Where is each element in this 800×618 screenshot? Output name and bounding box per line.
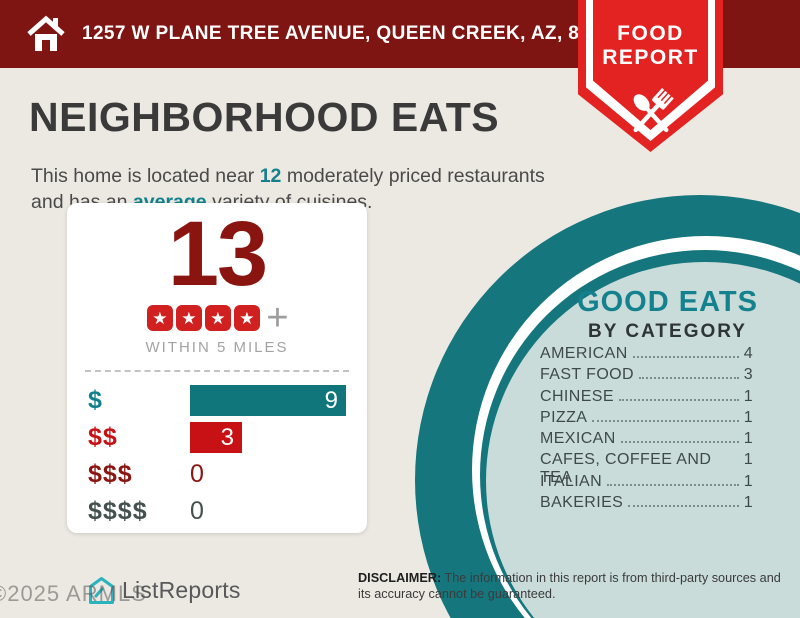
badge-title-line2: REPORT	[602, 46, 699, 69]
category-count: 4	[743, 345, 753, 362]
disclaimer-text: The information in this report is from t…	[358, 571, 781, 602]
category-count: 1	[743, 408, 753, 426]
category-row: AMERICAN 4	[540, 345, 753, 366]
dot-leader	[632, 356, 739, 358]
category-row: CAFES, COFFEE AND TEA 1	[540, 451, 753, 486]
price-bar: 9	[190, 385, 346, 416]
category-label: FAST FOOD	[540, 366, 634, 384]
category-label: MEXICAN	[540, 430, 616, 448]
disclaimer: DISCLAIMER: The information in this repo…	[358, 570, 786, 603]
price-level-chart: $9 $$ 3 $$$ 0 $$$$ 0	[67, 385, 367, 527]
category-label: CHINESE	[540, 387, 614, 405]
price-row: $$ 3	[88, 422, 353, 453]
dot-leader	[592, 419, 739, 422]
star-icon: ★	[204, 305, 231, 331]
armls-watermark: ©2025 ARMLS	[0, 581, 147, 606]
listreports-wordmark: ListReports	[122, 577, 241, 603]
category-label: PIZZA	[540, 408, 588, 426]
category-label: AMERICAN	[540, 345, 628, 362]
bar-area: 9	[190, 385, 346, 416]
category-row: MEXICAN 1	[540, 430, 753, 451]
price-level-label: $$	[88, 423, 118, 451]
category-count: 3	[743, 366, 753, 384]
category-list: AMERICAN 4 FAST FOOD 3 CHINESE 1 PIZZA 1 MEXICAN…	[540, 345, 753, 515]
good-eats-header: GOOD EATS BY CATEGORY	[545, 286, 790, 343]
rating-stars: ★ ★ ★ ★ +	[67, 297, 367, 339]
price-row: $$$$ 0	[88, 496, 353, 527]
disclaimer-label: DISCLAIMER:	[358, 571, 442, 585]
star-icon: ★	[233, 305, 260, 331]
badge-title-line1: FOOD	[617, 22, 684, 45]
price-row: $9	[88, 385, 353, 416]
category-row: ITALIAN 1	[540, 473, 753, 494]
listreports-logo: ListReports	[88, 576, 241, 605]
dot-leader	[618, 398, 739, 401]
category-count: 1	[743, 387, 753, 405]
good-eats-title: GOOD EATS	[577, 286, 758, 318]
home-icon	[27, 15, 65, 51]
total-restaurant-count: 13	[167, 203, 268, 305]
badge-title: FOOD REPORT	[578, 22, 723, 70]
plus-icon: +	[266, 297, 289, 339]
summary-card: 13 ★ ★ ★ ★ + WITHIN 5 MILES $9 $$ 3 $$$ 0 $$$$ 0	[67, 203, 367, 533]
card-divider	[85, 370, 349, 372]
dot-leader	[638, 377, 739, 380]
star-icon: ★	[175, 305, 202, 331]
price-row: $$$ 0	[88, 459, 353, 490]
price-level-label: $$$$	[88, 497, 148, 525]
price-level-label: $$$	[88, 460, 133, 488]
category-count: 1	[743, 472, 753, 490]
category-count: 1	[743, 430, 753, 448]
category-label: CAFES, COFFEE AND TEA	[540, 451, 712, 487]
restaurant-count-highlight: 12	[259, 164, 282, 187]
price-bar: 3	[190, 422, 242, 453]
page-title: NEIGHBORHOOD EATS	[29, 94, 500, 140]
star-icon: ★	[146, 305, 173, 331]
category-label: ITALIAN	[540, 472, 603, 490]
category-row: BAKERIES 1	[540, 494, 753, 515]
spoon-fork-icon	[633, 87, 674, 133]
listreports-house-icon	[89, 577, 114, 604]
intro-seg-1: This home is located near	[31, 164, 260, 187]
food-report-badge: FOOD REPORT	[578, 0, 723, 152]
category-count: 1	[743, 451, 753, 469]
good-eats-subtitle: BY CATEGORY	[588, 321, 747, 342]
bar-area: 0	[190, 460, 346, 489]
category-row: CHINESE 1	[540, 388, 753, 409]
price-zero-value: 0	[190, 497, 204, 525]
category-row: FAST FOOD 3	[540, 366, 753, 387]
dot-leader	[620, 441, 739, 444]
dot-leader	[628, 505, 739, 508]
property-address: 1257 W PLANE TREE AVENUE, QUEEN CREEK, A…	[82, 23, 624, 44]
category-label: BAKERIES	[540, 494, 624, 512]
dot-leader	[607, 483, 739, 486]
price-zero-value: 0	[190, 460, 204, 488]
category-row: PIZZA 1	[540, 409, 753, 430]
radius-caption: WITHIN 5 MILES	[145, 339, 289, 356]
bar-area: 0	[190, 497, 346, 526]
bar-area: 3	[190, 422, 346, 453]
price-level-label: $	[88, 386, 103, 414]
category-count: 1	[743, 494, 753, 512]
